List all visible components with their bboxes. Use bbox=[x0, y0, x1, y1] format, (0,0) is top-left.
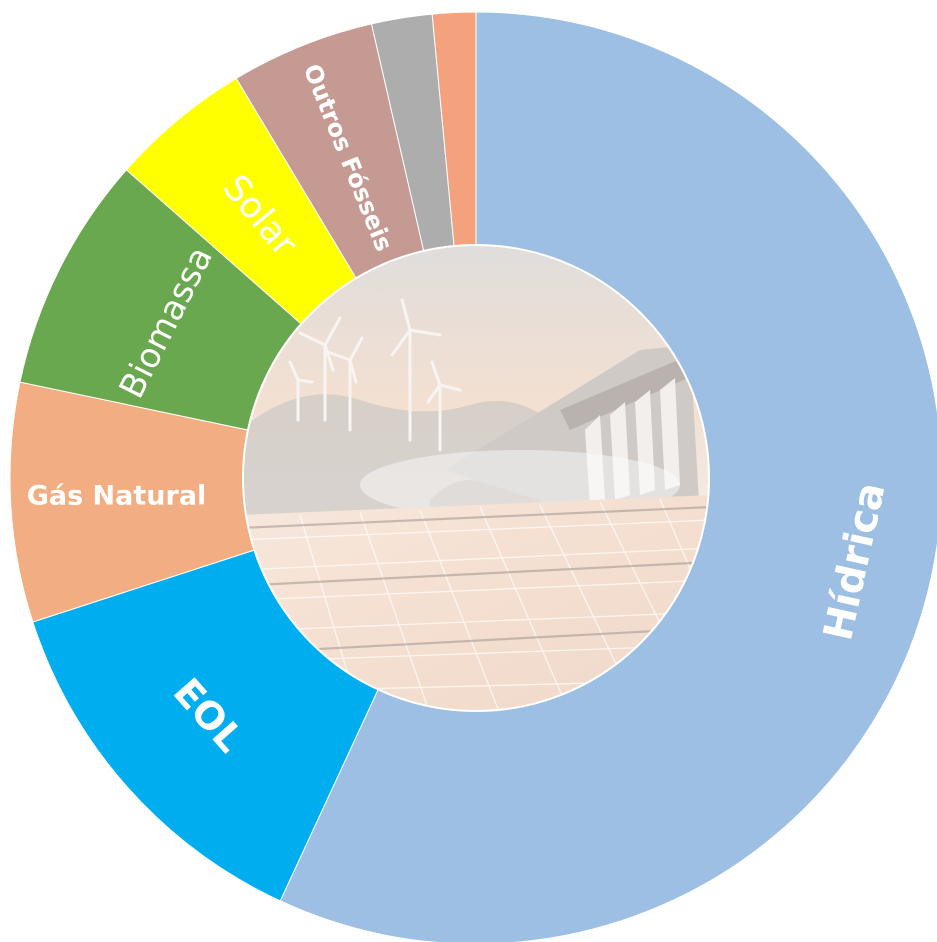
center-photo bbox=[243, 245, 709, 711]
label-gas: Gás Natural bbox=[27, 481, 207, 512]
